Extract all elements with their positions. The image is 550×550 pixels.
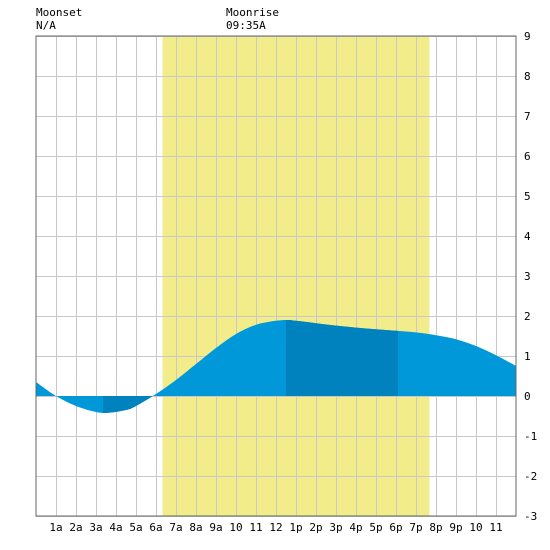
y-tick-label: -1: [524, 430, 537, 443]
y-tick-label: 0: [524, 390, 531, 403]
x-tick-label: 5a: [129, 521, 142, 534]
x-tick-label: 4p: [349, 521, 362, 534]
x-axis-labels: 1a 2a 3a 4a 5a 6a 7a 8a 9a 10 11 12 1p 2p 3p 4p 5p 6p 7p 8p…: [49, 521, 502, 534]
x-tick-label: 7a: [169, 521, 182, 534]
x-tick-label: 6p: [389, 521, 402, 534]
y-tick-label: 4: [524, 230, 531, 243]
plot-frame: [35, 35, 517, 517]
moonset-time: N/A: [36, 19, 56, 32]
y-tick-label: -3: [524, 510, 537, 523]
x-tick-label: 4a: [109, 521, 122, 534]
y-tick-label: -2: [524, 470, 537, 483]
x-tick-label: 11: [489, 521, 502, 534]
x-tick-label: 3p: [329, 521, 342, 534]
moonrise-time: 09:35A: [226, 19, 266, 32]
moonrise-label: Moonrise: [226, 6, 279, 19]
x-tick-label: 9p: [449, 521, 462, 534]
y-tick-label: 9: [524, 30, 531, 43]
x-tick-label: 6a: [149, 521, 162, 534]
x-tick-label: 1p: [289, 521, 302, 534]
x-tick-label: 8p: [429, 521, 442, 534]
y-tick-label: 6: [524, 150, 531, 163]
x-tick-label: 5p: [369, 521, 382, 534]
x-tick-label: 3a: [89, 521, 102, 534]
y-tick-label: 5: [524, 190, 531, 203]
y-tick-label: 7: [524, 110, 531, 123]
y-tick-label: 2: [524, 310, 531, 323]
x-tick-label: 1a: [49, 521, 62, 534]
x-tick-label: 7p: [409, 521, 422, 534]
x-tick-label: 8a: [189, 521, 202, 534]
x-tick-label: 2a: [69, 521, 82, 534]
x-tick-label: 10: [229, 521, 242, 534]
x-tick-label: 12: [269, 521, 282, 534]
x-tick-label: 11: [249, 521, 262, 534]
x-tick-label: 2p: [309, 521, 322, 534]
x-tick-label: 10: [469, 521, 482, 534]
y-tick-label: 3: [524, 270, 531, 283]
y-tick-label: 1: [524, 350, 531, 363]
y-axis-labels: -3 -2 -1 0 1 2 3 4 5 6 7 8 9: [524, 30, 537, 523]
y-tick-label: 8: [524, 70, 531, 83]
x-tick-label: 9a: [209, 521, 222, 534]
moonset-label: Moonset: [36, 6, 82, 19]
